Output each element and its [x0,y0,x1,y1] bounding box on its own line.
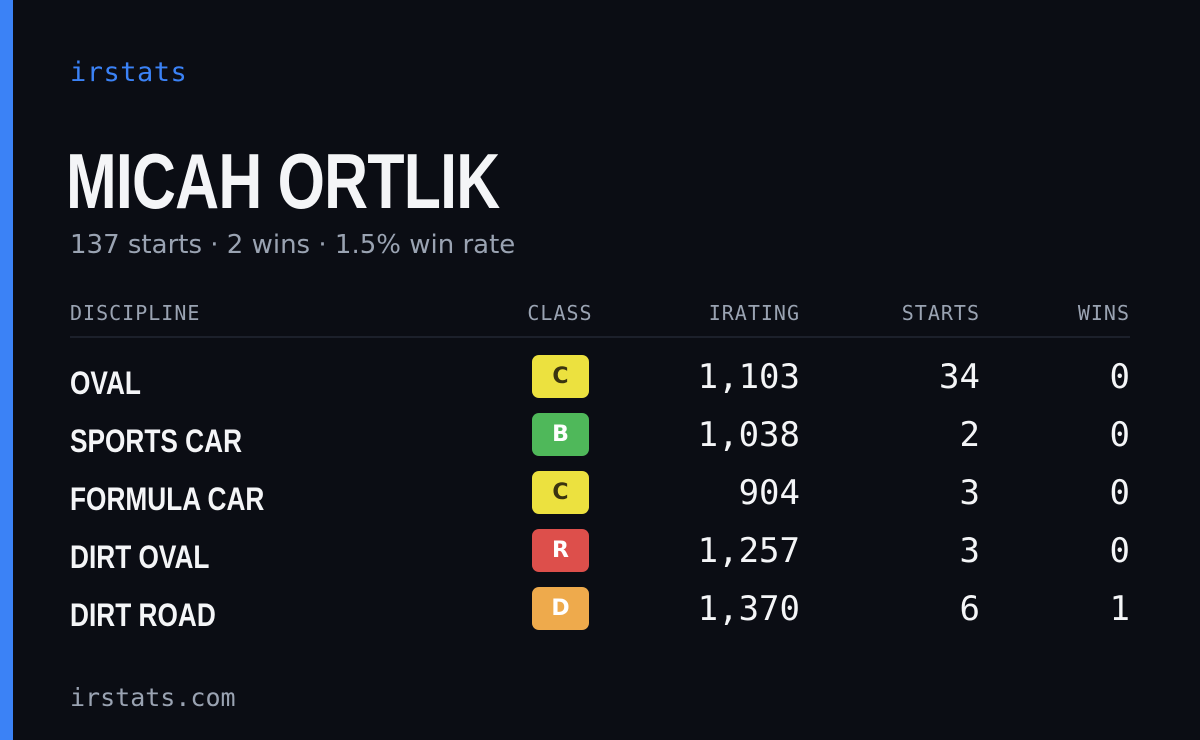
header-starts: STARTS [901,301,980,325]
wins-value: 0 [1109,415,1130,455]
license-class-badge: R [532,529,589,572]
discipline-label: SPORTS CAR [70,423,243,459]
irating-value: 1,038 [697,415,800,455]
license-class-badge: C [532,355,589,398]
footer-url: irstats.com [70,683,236,712]
header-irating: IRATING [708,301,800,325]
starts-value: 3 [959,531,980,571]
starts-value: 3 [959,473,980,513]
license-class-badge: B [532,413,589,456]
wins-value: 0 [1109,531,1130,571]
irating-value: 904 [738,473,800,513]
header-divider [70,336,1130,338]
header-wins: WINS [1077,301,1130,325]
irating-value: 1,370 [697,589,800,629]
irating-value: 1,103 [697,357,800,397]
table-row: DIRT OVAL R 1,257 3 0 [0,529,1200,587]
wins-value: 0 [1109,357,1130,397]
table-row: SPORTS CAR B 1,038 2 0 [0,413,1200,471]
irating-value: 1,257 [697,531,800,571]
header-class: CLASS [527,301,593,325]
driver-summary: 137 starts · 2 wins · 1.5% win rate [70,230,516,260]
table-row: FORMULA CAR C 904 3 0 [0,471,1200,529]
wins-value: 0 [1109,473,1130,513]
accent-bar [0,0,13,740]
wins-value: 1 [1109,589,1130,629]
discipline-label: DIRT OVAL [70,539,210,575]
starts-value: 34 [939,357,980,397]
brand-logo-text: irstats [70,57,188,88]
header-discipline: DISCIPLINE [70,301,201,325]
driver-name: MICAH ORTLIK [66,137,500,225]
license-class-badge: C [532,471,589,514]
starts-value: 2 [959,415,980,455]
table-row: OVAL C 1,103 34 0 [0,355,1200,413]
starts-value: 6 [959,589,980,629]
discipline-label: FORMULA CAR [70,481,265,517]
discipline-label: OVAL [70,365,141,401]
table-row: DIRT ROAD D 1,370 6 1 [0,587,1200,645]
discipline-label: DIRT ROAD [70,597,216,633]
license-class-badge: D [532,587,589,630]
